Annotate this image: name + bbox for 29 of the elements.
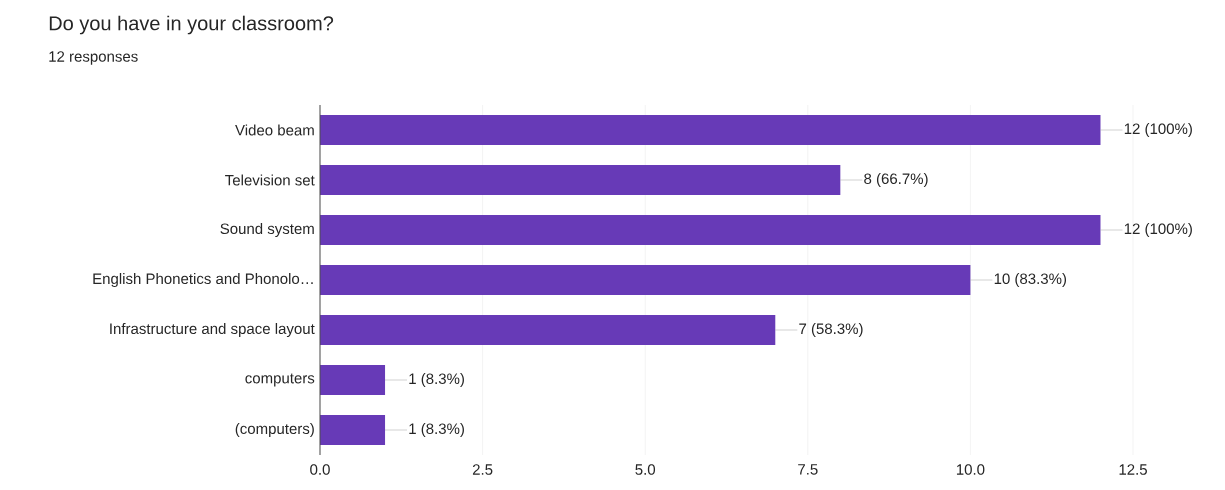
bar: [320, 115, 1101, 145]
x-tick-label: 7.5: [798, 464, 818, 475]
x-tick-label: 0.0: [310, 464, 330, 475]
x-tick-label: 10.0: [956, 464, 985, 475]
y-tick-label: Video beam: [235, 124, 314, 136]
bar: [320, 165, 841, 195]
chart-title: Do you have in your classroom?: [49, 15, 334, 35]
y-tick-label: English Phonetics and Phonolo…: [93, 273, 313, 287]
data-label: 7 (58.3%): [799, 323, 863, 337]
bar: [320, 365, 386, 395]
x-tick-label: 12.5: [1119, 464, 1147, 475]
y-tick-label: (computers): [235, 423, 314, 437]
x-tick-label: 2.5: [472, 464, 493, 475]
bar: [320, 215, 1101, 245]
data-label: 12 (100%): [1124, 123, 1192, 137]
bar: [320, 415, 386, 446]
bar: [320, 315, 776, 345]
data-label: 8 (66.7%): [864, 173, 928, 187]
bar: [320, 265, 971, 295]
x-tick-label: 5.0: [635, 464, 656, 475]
data-label: 1 (8.3%): [409, 373, 464, 387]
y-tick-label: Sound system: [220, 223, 314, 237]
y-tick-label: computers: [245, 373, 315, 387]
y-tick-label: Infrastructure and space layout: [110, 323, 315, 337]
y-tick-label: Television set: [225, 174, 315, 186]
data-label: 12 (100%): [1124, 223, 1192, 237]
data-label: 1 (8.3%): [409, 423, 464, 437]
text: 12 responses: [49, 51, 138, 65]
data-label: 10 (83.3%): [994, 273, 1067, 287]
